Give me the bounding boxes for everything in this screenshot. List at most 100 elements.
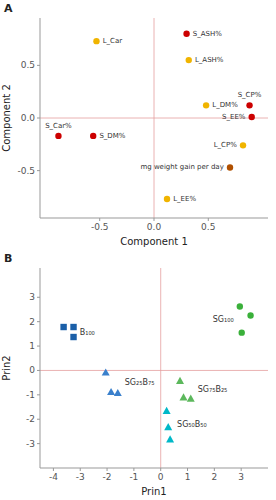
x-tick — [187, 468, 188, 471]
x-axis-line — [40, 468, 268, 469]
y-tick-label: 3 — [29, 292, 35, 302]
y-tick-label: 0.0 — [21, 113, 36, 123]
point-label: S_EE% — [222, 113, 246, 121]
chart-title: B — [4, 252, 12, 265]
x-tick — [99, 218, 100, 221]
point-label: L_CP% — [214, 141, 238, 149]
y-tick-label: -2 — [26, 414, 35, 424]
y-tick — [37, 370, 40, 371]
point-label: S_CP% — [238, 91, 262, 99]
x-tick-label: 0.5 — [201, 222, 215, 232]
point — [164, 196, 170, 202]
y-tick-label: -0.5 — [17, 166, 35, 176]
y-tick-label: 0 — [29, 365, 35, 375]
x-tick — [53, 468, 54, 471]
x-tick-label: 0 — [158, 472, 164, 482]
point — [163, 407, 171, 414]
point — [114, 389, 122, 396]
zero-line — [40, 370, 268, 371]
point — [249, 114, 255, 120]
point — [237, 303, 243, 309]
point — [90, 133, 96, 139]
point-label: L_DM% — [212, 101, 238, 109]
y-axis-label: Component 2 — [1, 84, 12, 152]
x-tick-label: -1 — [129, 472, 138, 482]
point-label: L_EE% — [173, 195, 196, 203]
series-label: SG₅₀B₅₀ — [177, 420, 207, 429]
x-tick-label: 0.0 — [147, 222, 162, 232]
point — [70, 334, 76, 340]
x-axis-label: Component 1 — [120, 236, 188, 247]
point-label: L_Car — [103, 37, 123, 45]
x-tick-label: 3 — [238, 472, 244, 482]
y-tick-label: -1 — [26, 390, 35, 400]
point — [93, 38, 99, 44]
point — [176, 377, 184, 384]
point — [183, 31, 189, 37]
x-tick — [107, 468, 108, 471]
chart-svg: B -4 -3 -2 -1 0 1 2 3 -3 -2 -1 0 1 2 3 Prin1 Prin2 B₁₀₀ SG₂… — [0, 250, 276, 500]
y-tick-label: 1 — [29, 341, 35, 351]
series-label: SG₁₀₀ — [213, 315, 234, 324]
x-tick — [241, 468, 242, 471]
x-tick-label: 2 — [211, 472, 217, 482]
x-tick-label: -2 — [103, 472, 112, 482]
y-axis-label: Prin2 — [1, 355, 12, 380]
x-tick — [208, 218, 209, 221]
point — [186, 57, 192, 63]
y-tick-label: 2 — [29, 317, 35, 327]
zero-line — [160, 268, 161, 468]
point — [187, 394, 195, 401]
x-tick-label: 1 — [185, 472, 191, 482]
point — [246, 102, 252, 108]
point-label: S_Car% — [45, 122, 72, 130]
point — [60, 324, 66, 330]
point — [180, 393, 188, 400]
chart-title: A — [4, 2, 13, 15]
y-tick-label: -3 — [26, 439, 35, 449]
y-tick — [37, 394, 40, 395]
point — [164, 423, 172, 430]
point — [70, 324, 76, 330]
y-tick — [37, 419, 40, 420]
point — [203, 102, 209, 108]
series-label: B₁₀₀ — [80, 328, 95, 337]
labels: L_Car S_ASH% L_ASH% L_DM%S_CP% S_EE% S_Car% S_… — [45, 30, 262, 203]
labels: B₁₀₀ SG₂₅B₇₅ SG₅₀B₅₀ SG₇₅B₂₅ SG₁₀₀ — [80, 315, 234, 429]
y-tick-label: 0.5 — [21, 60, 35, 70]
y-tick — [37, 65, 40, 66]
point — [107, 388, 115, 395]
y-tick — [37, 170, 40, 171]
chart-root: A -0.5 0.0 0.5 -0.5 0.0 0.5 Component 1 Componen… — [0, 0, 276, 500]
y-tick — [37, 118, 40, 119]
marks — [55, 31, 255, 203]
y-tick — [37, 297, 40, 298]
chart-svg: A -0.5 0.0 0.5 -0.5 0.0 0.5 Component 1 Componen… — [0, 0, 276, 250]
y-axis-line — [40, 268, 41, 468]
point — [166, 435, 174, 442]
point — [240, 142, 246, 148]
point — [55, 133, 61, 139]
point — [247, 312, 253, 318]
y-tick — [37, 443, 40, 444]
x-tick — [214, 468, 215, 471]
point — [227, 164, 233, 170]
point — [102, 368, 110, 375]
y-tick — [37, 346, 40, 347]
x-axis-label: Prin1 — [141, 486, 166, 497]
point-label: L_ASH% — [195, 56, 224, 64]
series-label: SG₂₅B₇₅ — [125, 378, 155, 387]
marks — [60, 303, 253, 442]
x-tick — [133, 468, 134, 471]
x-tick-label: -4 — [49, 472, 58, 482]
point — [239, 329, 245, 335]
x-tick-label: -0.5 — [91, 222, 109, 232]
point-label: S_ASH% — [193, 30, 222, 38]
x-tick — [80, 468, 81, 471]
y-tick — [37, 321, 40, 322]
point-label: S_DM% — [99, 132, 125, 140]
point-label: mg weight gain per day — [140, 163, 223, 171]
x-tick — [154, 218, 155, 221]
series-label: SG₇₅B₂₅ — [198, 385, 228, 394]
x-tick-label: -3 — [76, 472, 85, 482]
